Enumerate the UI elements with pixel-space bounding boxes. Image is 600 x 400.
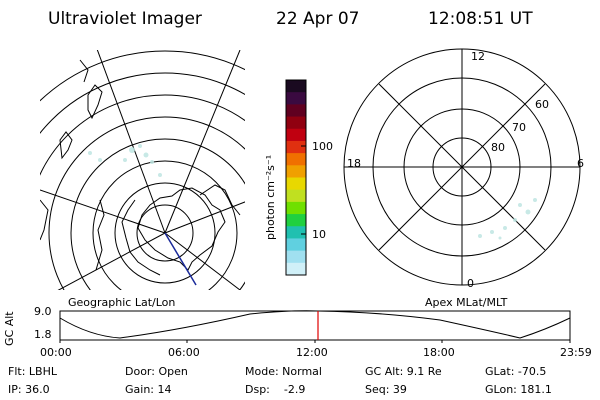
colorbar-band (286, 153, 306, 166)
time-label: 12:08:51 UT (428, 9, 533, 29)
mlt-6-label: 6 (577, 157, 584, 170)
altitude-xtick-3: 18:00 (423, 346, 455, 359)
colorbar-band (286, 238, 306, 252)
dsp-status: Dsp: -2.9 (245, 383, 306, 396)
mlt-18-label: 18 (347, 157, 361, 170)
mode-status: Mode: Normal (245, 365, 322, 378)
lat-60-label: 60 (535, 98, 549, 111)
colorbar-band (286, 128, 306, 142)
glon-status: GLon: 181.1 (485, 383, 552, 396)
geographic-map-label: Geographic Lat/Lon (68, 296, 176, 309)
gain-status: Gain: 14 (125, 383, 172, 396)
gc-alt-status: GC Alt: 9.1 Re (365, 365, 442, 378)
date-label: 22 Apr 07 (276, 9, 360, 29)
colorbar-tick-100: 100 (312, 140, 333, 153)
colorbar-band (286, 250, 306, 264)
colorbar-band (286, 104, 306, 118)
colorbar-band (286, 92, 306, 105)
colorbar-band (286, 189, 306, 203)
colorbar-band (286, 226, 306, 239)
colorbar-band (286, 214, 306, 227)
colorbar (286, 80, 306, 276)
geographic-map (40, 50, 245, 290)
altitude-xtick-2: 12:00 (296, 346, 328, 359)
lat-80-label: 80 (491, 141, 505, 154)
right-aurora-emission (478, 198, 537, 240)
spacecraft-track-line (164, 232, 197, 286)
colorbar-units: photon cm⁻²s⁻¹ (264, 154, 277, 240)
colorbar-tick-10: 10 (312, 228, 326, 241)
polar-plot (343, 48, 581, 286)
left-aurora-emission (88, 144, 162, 177)
altitude-ytick-bottom: 1.8 (34, 328, 52, 341)
colorbar-band (286, 201, 306, 215)
altitude-xtick-1: 06:00 (168, 346, 200, 359)
colorbar-band (286, 177, 306, 191)
altitude-ytick-top: 9.0 (34, 305, 52, 318)
ip-status: IP: 36.0 (8, 383, 50, 396)
mlt-0-label: 0 (467, 277, 474, 290)
mlt-12-label: 12 (471, 50, 485, 63)
colorbar-band (286, 140, 306, 154)
polar-map-label: Apex MLat/MLT (425, 296, 508, 309)
altitude-xtick-4: 23:59 (560, 346, 592, 359)
colorbar-band (286, 80, 306, 93)
colorbar-band (286, 262, 306, 276)
lat-70-label: 70 (512, 121, 526, 134)
door-status: Door: Open (125, 365, 188, 378)
seq-status: Seq: 39 (365, 383, 407, 396)
instrument-title: Ultraviolet Imager (48, 9, 202, 29)
altitude-curve (59, 310, 571, 339)
glat-status: GLat: -70.5 (485, 365, 547, 378)
colorbar-band (286, 165, 306, 178)
altitude-ylabel: GC Alt (3, 311, 16, 346)
filter-status: Flt: LBHL (8, 365, 57, 378)
altitude-xtick-0: 00:00 (40, 346, 72, 359)
colorbar-band (286, 116, 306, 130)
